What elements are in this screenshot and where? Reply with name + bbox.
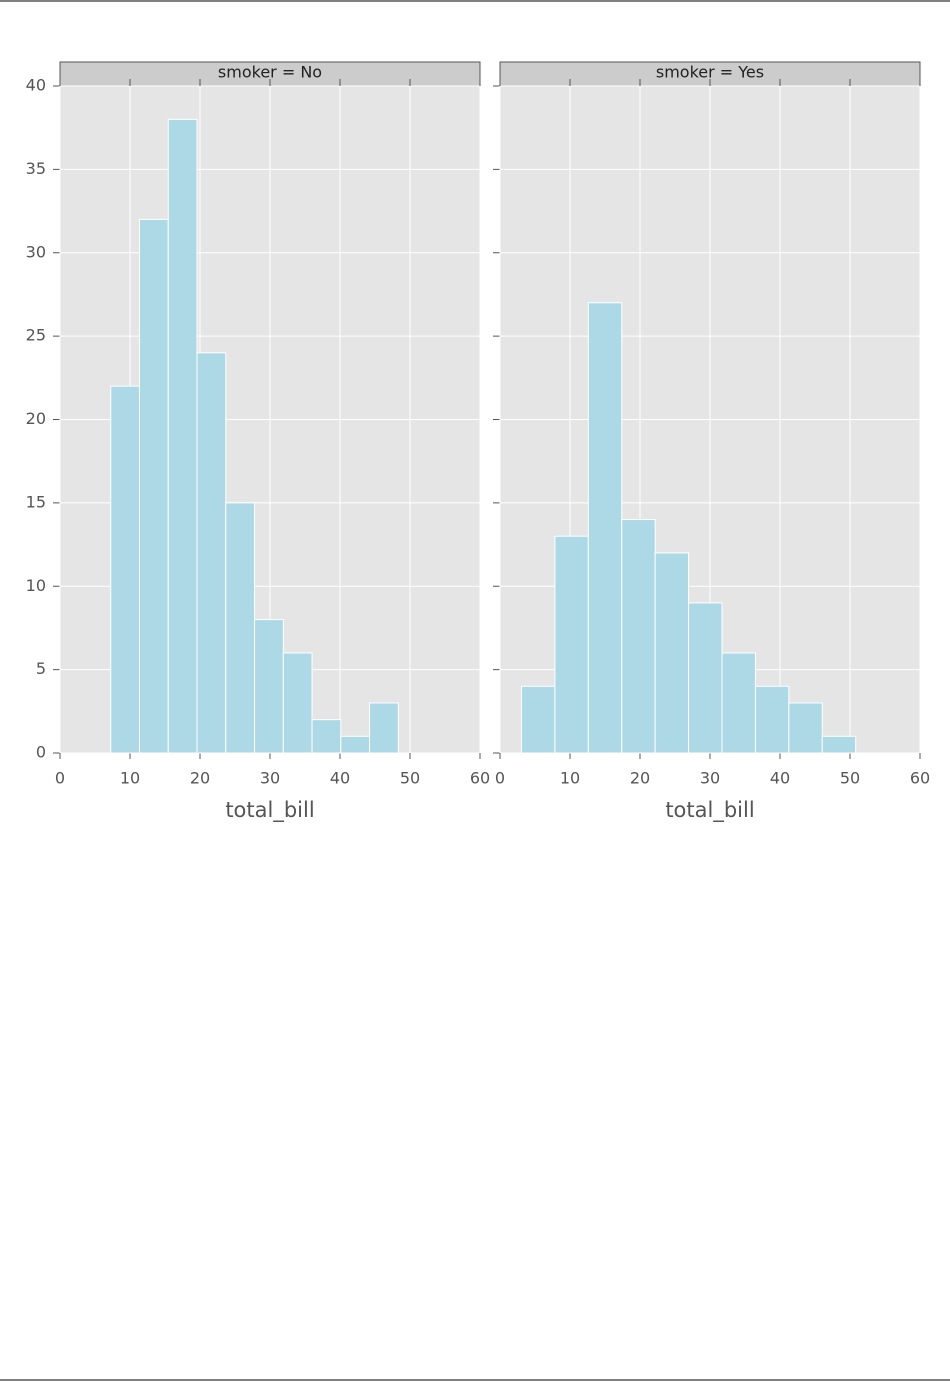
- bar: [587, 302, 623, 754]
- bar: [139, 218, 169, 754]
- bar: [167, 118, 198, 754]
- bar: [196, 352, 227, 754]
- bar: [754, 685, 790, 754]
- x-tick-label: 50: [840, 769, 860, 788]
- bar: [110, 385, 141, 754]
- x-tick-label: 50: [400, 769, 420, 788]
- bar: [340, 735, 371, 754]
- y-tick-label: 10: [26, 576, 46, 595]
- bar: [821, 735, 857, 754]
- bar: [254, 619, 284, 754]
- x-tick-label: 40: [770, 769, 790, 788]
- x-axis-label: total_bill: [225, 798, 314, 823]
- bar: [788, 702, 823, 754]
- bar: [520, 685, 556, 754]
- x-tick-label: 20: [190, 769, 210, 788]
- y-tick-label: 0: [36, 743, 46, 762]
- bar: [225, 502, 256, 754]
- x-tick-label: 0: [55, 769, 65, 788]
- y-tick-label: 15: [26, 492, 46, 511]
- strip-label: smoker = No: [218, 63, 322, 82]
- x-tick-label: 10: [120, 769, 140, 788]
- y-tick-label: 20: [26, 409, 46, 428]
- bar: [282, 652, 313, 754]
- bar: [311, 719, 342, 754]
- x-tick-label: 20: [630, 769, 650, 788]
- x-tick-label: 30: [260, 769, 280, 788]
- y-tick-label: 35: [26, 159, 46, 178]
- x-tick-label: 10: [560, 769, 580, 788]
- bar: [654, 552, 690, 754]
- y-tick-label: 40: [26, 76, 46, 95]
- strip-label: smoker = Yes: [656, 63, 764, 82]
- bar: [554, 535, 589, 754]
- x-tick-label: 60: [910, 769, 930, 788]
- bar: [721, 652, 756, 754]
- x-tick-label: 60: [470, 769, 490, 788]
- x-tick-label: 30: [700, 769, 720, 788]
- bar: [621, 519, 656, 754]
- y-tick-label: 25: [26, 326, 46, 345]
- bar: [369, 702, 399, 754]
- y-tick-label: 5: [36, 659, 46, 678]
- y-tick-label: 30: [26, 242, 46, 261]
- x-tick-label: 0: [495, 769, 505, 788]
- bar: [688, 602, 723, 754]
- x-tick-label: 40: [330, 769, 350, 788]
- x-axis-label: total_bill: [665, 798, 754, 823]
